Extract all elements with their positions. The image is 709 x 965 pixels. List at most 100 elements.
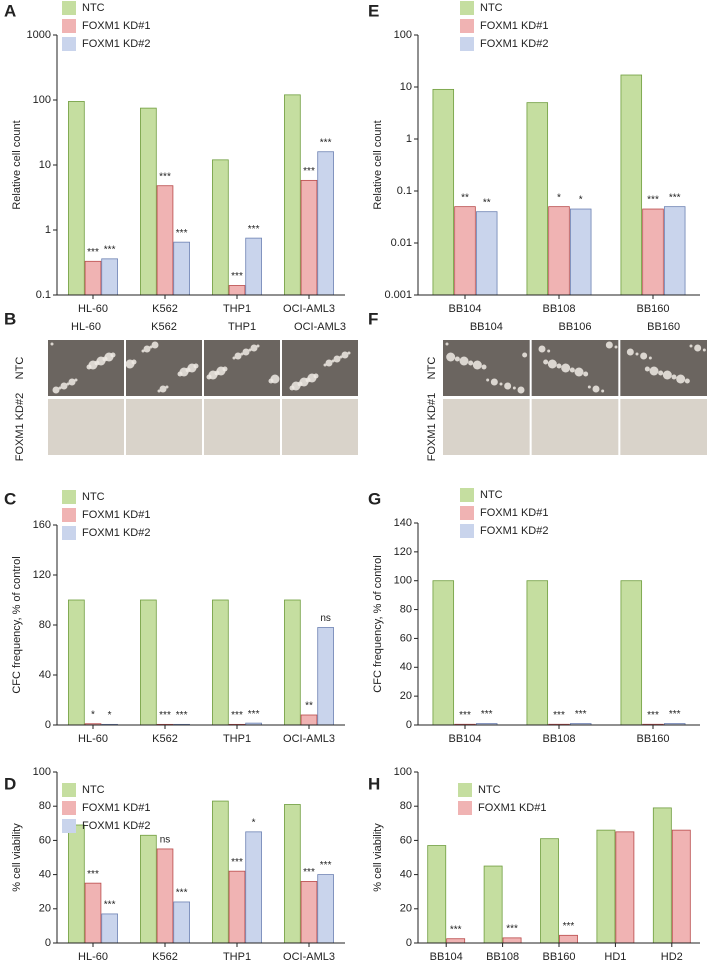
colony-image [48,399,124,455]
bar [140,107,157,296]
colony [592,385,600,393]
bar [228,870,246,944]
x-tick-label: THP1 [223,951,251,963]
colony [472,360,482,370]
colony [222,366,228,372]
significance-label: * [108,710,112,721]
legend-label: FOXM1 KD#1 [480,20,548,32]
colony [445,342,449,346]
colony [614,345,618,349]
bar [300,881,318,944]
colony [662,370,672,380]
colony-image [443,340,530,396]
colony [547,349,551,353]
colony [60,382,68,390]
significance-label: ** [483,197,491,208]
y-tick-label: 0.001 [384,289,412,301]
x-tick-label: HL-60 [78,303,108,315]
bar [300,179,318,296]
bar [615,831,635,944]
colony [574,367,584,377]
y-tick-label: 1 [45,224,51,236]
panel-label: G [368,489,381,508]
significance-label: *** [647,710,659,721]
bar [68,101,85,296]
x-tick-label: OCI-AML3 [283,951,335,963]
column-label: BB160 [647,321,680,333]
bar [212,159,229,296]
bar [101,258,118,296]
legend-swatch [460,524,474,538]
bar [284,94,301,296]
x-tick-label: BB108 [542,733,575,745]
bar [446,938,466,944]
significance-label: *** [104,244,116,255]
x-tick-label: HL-60 [78,951,108,963]
significance-label: ** [305,701,313,712]
colony [640,352,648,360]
significance-label: *** [248,224,260,235]
legend-swatch [460,1,474,15]
colony [648,356,652,360]
x-tick-label: K562 [152,733,178,745]
significance-label: *** [303,867,315,878]
colony [676,374,686,384]
significance-label: *** [176,888,188,899]
y-tick-label: 60 [400,632,412,644]
y-axis-label: Relative cell count [372,120,384,209]
significance-label: *** [575,709,587,720]
bar [454,206,476,296]
significance-label: *** [159,710,171,721]
y-tick-label: 20 [400,690,412,702]
y-tick-label: 120 [33,569,51,581]
legend-swatch [460,488,474,502]
colony [165,385,169,389]
x-tick-label: OCI-AML3 [283,303,335,315]
significance-label: *** [159,171,171,182]
bar [68,599,85,726]
x-tick-label: OCI-AML3 [283,733,335,745]
y-tick-label: 40 [39,869,51,881]
x-tick-label: K562 [152,303,178,315]
bar [642,208,664,296]
y-tick-label: 100 [394,766,412,778]
colony [522,352,528,358]
y-tick-label: 160 [33,519,51,531]
colony [143,345,151,353]
legend-swatch [62,19,76,33]
bar [502,937,522,944]
colony-image [531,399,619,455]
colony [512,386,516,390]
bar [300,714,318,726]
colony [658,370,664,376]
significance-label: *** [669,709,681,720]
y-axis-label: % cell viability [11,823,23,892]
colony [689,344,693,348]
bar [228,285,246,296]
bar [596,829,616,944]
x-tick-label: K562 [152,951,178,963]
bar [620,74,643,296]
column-label: HL-60 [71,321,101,333]
y-tick-label: 100 [33,766,51,778]
legend-swatch [62,526,76,540]
colony [250,344,258,352]
colony [644,366,650,372]
panel-label: A [4,1,16,20]
colony [159,385,167,393]
y-tick-label: 120 [394,546,412,558]
x-tick-label: BB108 [542,303,575,315]
y-tick-label: 0.01 [391,237,412,249]
bar [569,208,592,296]
significance-label: * [557,192,561,203]
colony-image [620,340,707,396]
bar [526,102,549,296]
bar [245,237,262,296]
legend-label: NTC [478,784,501,796]
significance-label: *** [563,921,575,932]
bar [284,599,301,726]
bar [156,185,174,296]
legend-label: FOXM1 KD#2 [82,38,150,50]
significance-label: *** [231,857,243,868]
legend-label: FOXM1 KD#1 [480,507,548,519]
